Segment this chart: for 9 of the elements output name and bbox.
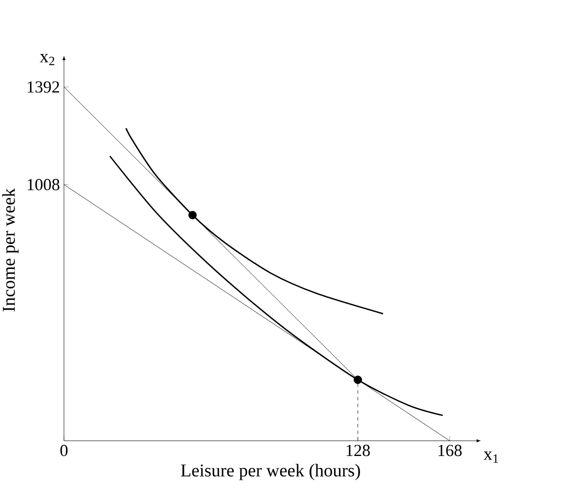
y-tick-label: 1008 bbox=[28, 178, 60, 190]
x-tick-label: 0 bbox=[60, 444, 68, 456]
x-tick-label: 168 bbox=[438, 444, 462, 456]
x-tick-label: 128 bbox=[346, 444, 370, 456]
text: x$_{1}$ bbox=[484, 452, 498, 463]
x-axis-title: Leisure per week (hours) bbox=[180, 464, 360, 480]
y-tick-label: 1392 bbox=[28, 81, 60, 93]
y-axis-title: Income per week bbox=[2, 188, 19, 312]
text: x$_{2}$ bbox=[40, 54, 54, 66]
